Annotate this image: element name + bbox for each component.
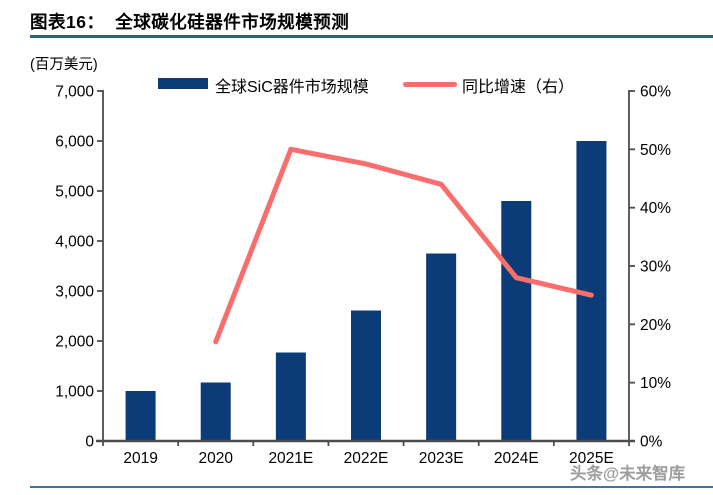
right-axis-tick-label: 0% [640, 434, 663, 451]
bar-2021E [275, 352, 306, 441]
x-axis-label-2021E: 2021E [268, 450, 313, 467]
right-axis-tick-label: 50% [640, 142, 671, 159]
title-underline [30, 35, 713, 38]
legend-bar-swatch [158, 78, 208, 89]
bar-2022E [351, 310, 381, 441]
growth-line [213, 146, 594, 345]
x-axis-label-2022E: 2022E [344, 450, 389, 467]
left-axis-unit-label: (百万美元) [30, 57, 98, 73]
figure-title: 图表16： 全球碳化硅器件市场规模预测 [30, 12, 350, 32]
bar-2019 [125, 391, 156, 441]
right-axis-tick-label: 20% [640, 317, 671, 334]
left-axis-tick-label: 2,000 [55, 334, 94, 351]
left-axis-tick-label: 5,000 [55, 184, 94, 201]
x-axis-label-2020: 2020 [198, 450, 233, 467]
bottom-rule [30, 486, 713, 488]
left-axis-tick-label: 3,000 [55, 284, 94, 301]
x-axis-label-2023E: 2023E [419, 450, 464, 467]
legend-bar-label: 全球SiC器件市场规模 [215, 79, 369, 96]
bar-2023E [426, 253, 457, 441]
right-axis-tick-label: 10% [640, 375, 671, 392]
bar-2024E [501, 201, 532, 441]
bar-2020 [200, 382, 231, 441]
left-axis-tick-label: 7,000 [55, 84, 94, 101]
x-axis-label-2019: 2019 [123, 450, 157, 467]
left-axis-tick-label: 1,000 [55, 384, 94, 401]
right-axis-tick-label: 30% [640, 259, 671, 276]
x-axis-label-2024E: 2024E [494, 450, 539, 467]
right-axis-tick-label: 60% [640, 84, 671, 101]
legend-line-swatch [403, 82, 457, 87]
left-axis-tick-label: 4,000 [55, 234, 94, 251]
left-axis-tick-label: 6,000 [55, 134, 94, 151]
watermark: 头条@未来智库 [570, 465, 686, 483]
x-axis-label-2025E: 2025E [569, 450, 614, 467]
left-axis-tick-label: 0 [85, 434, 94, 451]
legend-line-label: 同比增速（右） [462, 79, 575, 96]
right-axis-tick-label: 40% [640, 200, 671, 217]
